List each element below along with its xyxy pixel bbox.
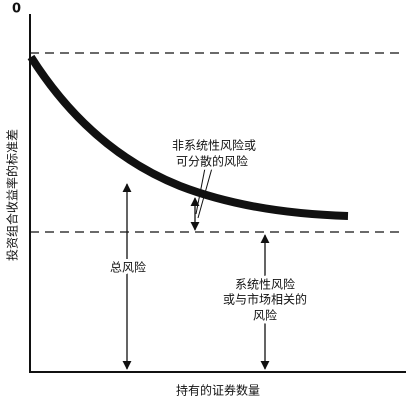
x-axis-label: 持有的证券数量	[176, 383, 260, 398]
annotation: 系统性风险	[235, 277, 295, 292]
leader-line	[197, 167, 213, 219]
origin-label: 0	[12, 2, 21, 17]
annotation: 总风险	[110, 260, 146, 275]
annotation: 可分散的风险	[176, 154, 248, 169]
annotation: 风险	[253, 308, 277, 323]
annotation: 非系统性风险或	[172, 138, 256, 153]
leader-line	[195, 167, 206, 215]
y-axis-label: 投资组合收益率的标准差	[5, 129, 20, 261]
annotation: 或与市场相关的	[223, 292, 307, 307]
risk-curve	[27, 54, 349, 220]
